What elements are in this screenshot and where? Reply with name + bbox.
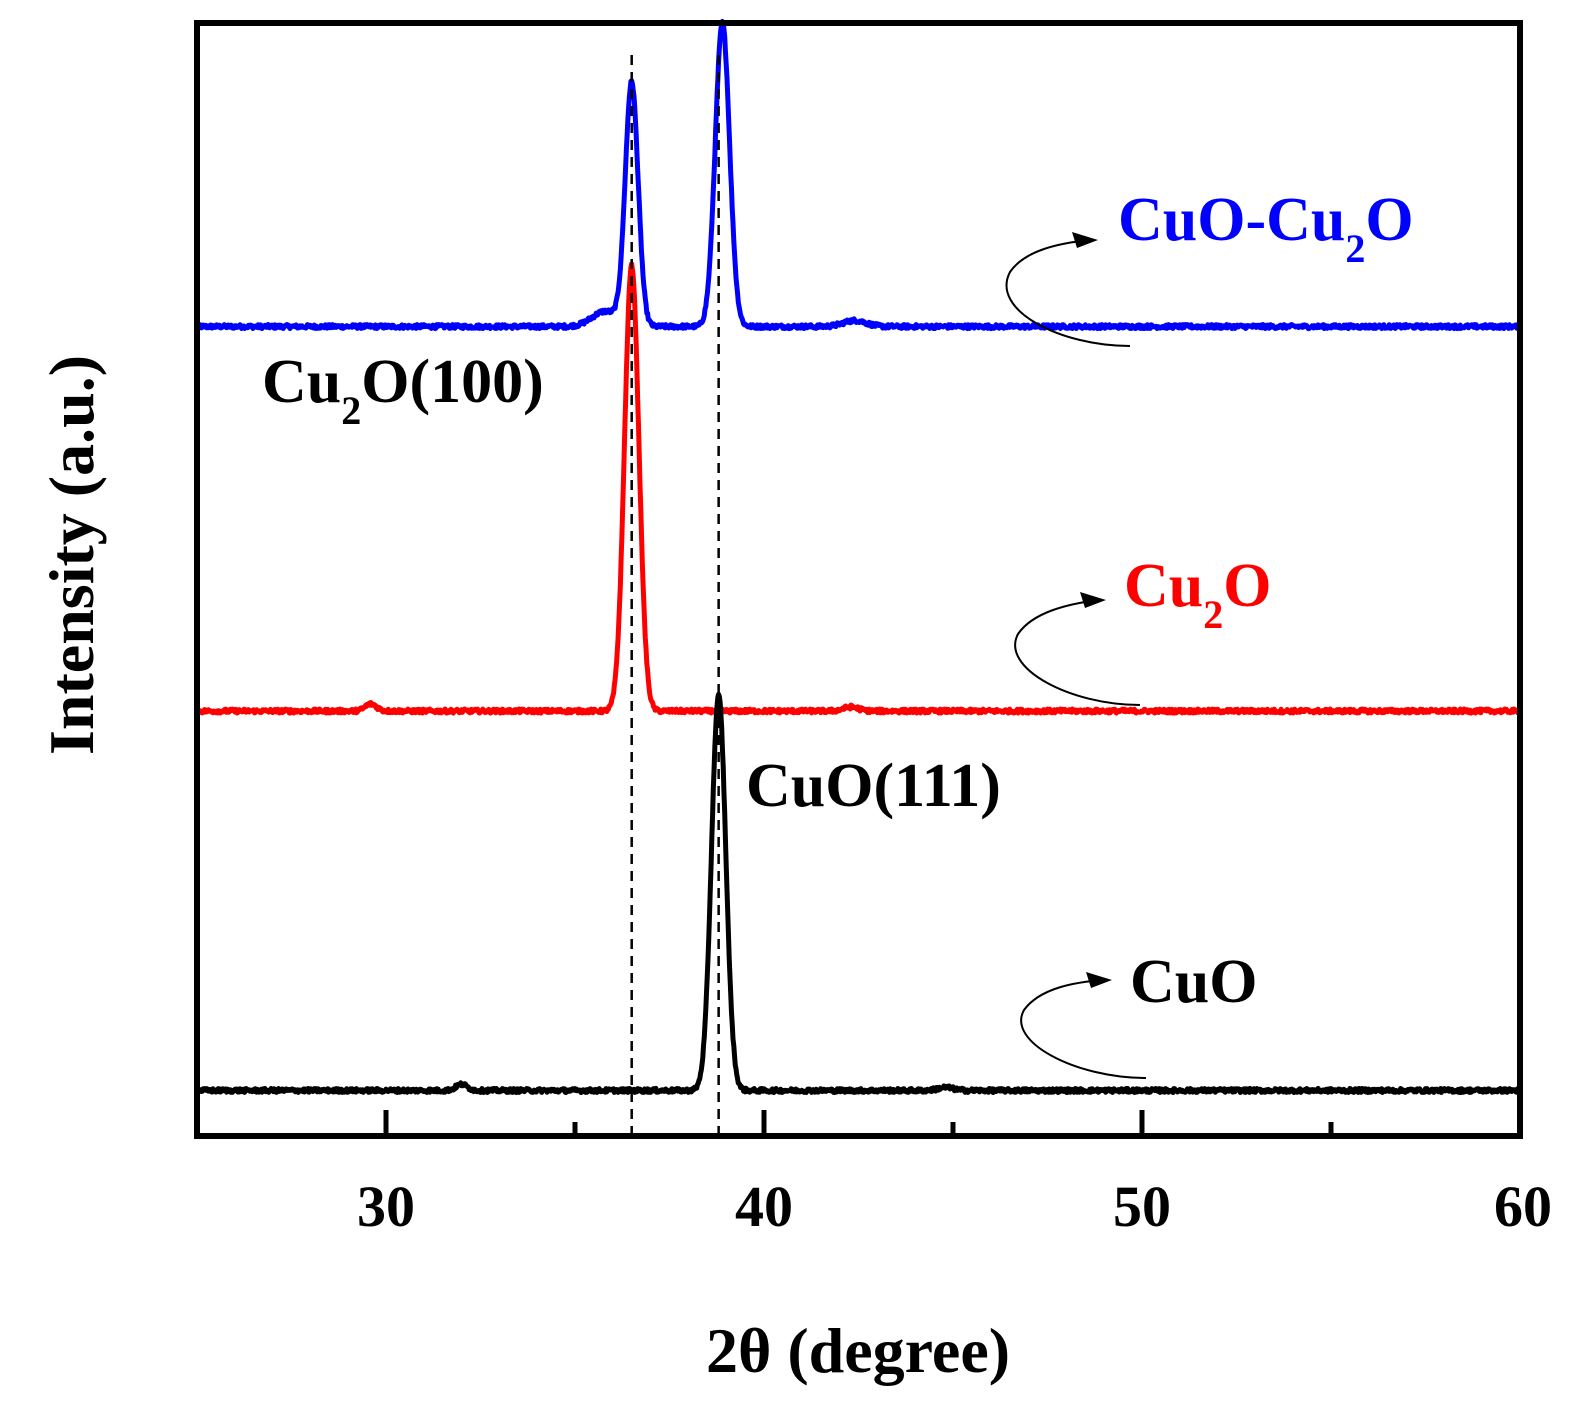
x-axis-title: 2θ (degree) bbox=[706, 1315, 1010, 1386]
annotation-cu2o-100-subscript: 2 bbox=[341, 388, 361, 433]
series-label-cu2o: Cu2O bbox=[1124, 552, 1272, 637]
series-label-cuo-cu2o: CuO-Cu2O bbox=[1118, 186, 1414, 271]
x-ticks bbox=[383, 1110, 1523, 1136]
y-axis-title: Intensity (a.u.) bbox=[36, 355, 107, 755]
x-tick-label-30: 30 bbox=[357, 1174, 415, 1239]
x-tick-label-50: 50 bbox=[1113, 1174, 1171, 1239]
series-label-cu2o-main: Cu bbox=[1124, 552, 1203, 620]
plot-frame bbox=[194, 20, 1523, 1139]
series-label-cu2o-rest: O bbox=[1223, 552, 1271, 620]
series-label-cuo-main: CuO bbox=[1130, 948, 1257, 1016]
arrow-icon-cu2o bbox=[1014, 592, 1141, 706]
annotation-cuo-111: CuO(111) bbox=[746, 752, 1001, 820]
x-tick-labels: 30 40 50 60 bbox=[357, 1174, 1552, 1239]
x-tick-label-40: 40 bbox=[735, 1174, 793, 1239]
series-label-cuo: CuO bbox=[1130, 948, 1257, 1016]
series-label-cuo-cu2o-main: CuO-Cu bbox=[1118, 186, 1345, 254]
x-tick-label-60: 60 bbox=[1494, 1174, 1552, 1239]
series-line-2 bbox=[195, 691, 1523, 1095]
series-line-1 bbox=[194, 261, 1523, 716]
annotation-cu2o-100-main: Cu bbox=[262, 348, 341, 416]
arrow-icon-cuo bbox=[1020, 972, 1147, 1079]
series-label-cuo-cu2o-rest: O bbox=[1365, 186, 1413, 254]
series-line-0 bbox=[194, 18, 1523, 332]
series-traces bbox=[194, 18, 1523, 1095]
annotation-cuo-111-main: CuO(111) bbox=[746, 752, 1001, 820]
annotation-cu2o-100: Cu2O(100) bbox=[262, 348, 544, 433]
series-label-cuo-cu2o-subscript: 2 bbox=[1345, 226, 1365, 271]
annotation-cu2o-100-rest: O(100) bbox=[361, 348, 544, 416]
series-label-cu2o-subscript: 2 bbox=[1203, 592, 1223, 637]
arrow-icon-cuo-cu2o bbox=[1005, 232, 1131, 347]
